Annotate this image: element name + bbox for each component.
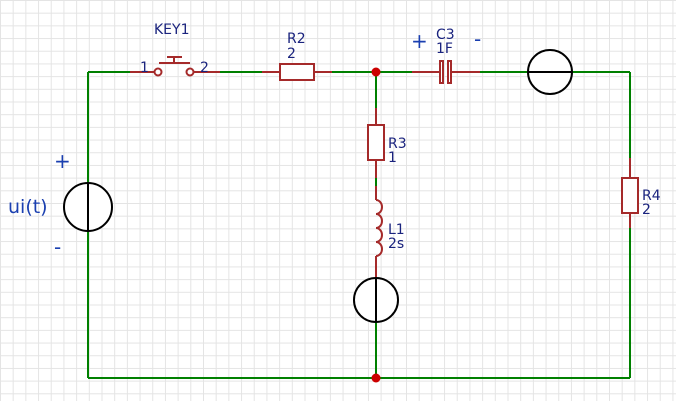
- key1-switch: KEY1 1 2: [130, 22, 220, 77]
- r2-value: 2: [287, 46, 296, 62]
- c3-minus-sign: -: [474, 27, 481, 51]
- r3-value: 1: [388, 150, 397, 166]
- middle-source: [353, 277, 399, 323]
- ui-minus-sign: -: [54, 235, 61, 259]
- r2-label: R2: [287, 31, 306, 47]
- l1-label: L1: [388, 222, 405, 238]
- junction-top: [371, 67, 381, 77]
- top-source: [527, 49, 573, 95]
- r4-resistor: R4 2: [621, 158, 661, 228]
- l1-value: 2s: [388, 236, 404, 252]
- l1-inductor: L1 2s: [375, 186, 405, 278]
- key1-label: KEY1: [154, 22, 190, 38]
- ui-voltage-source: ui(t) + -: [8, 149, 113, 259]
- r4-value: 2: [642, 202, 651, 218]
- r2-resistor: R2 2: [262, 31, 332, 81]
- ui-label: ui(t): [8, 196, 48, 218]
- c3-capacitor: C3 1F + -: [411, 27, 481, 84]
- r3-resistor: R3 1: [367, 108, 407, 178]
- r3-label: R3: [388, 136, 407, 152]
- junction-bottom: [371, 373, 381, 383]
- c3-label: C3: [436, 27, 455, 43]
- key1-pin2-label: 2: [200, 60, 209, 76]
- key1-pin1-label: 1: [140, 60, 149, 76]
- c3-plus-sign: +: [411, 29, 428, 53]
- c3-value: 1F: [436, 41, 453, 57]
- ui-plus-sign: +: [54, 149, 71, 173]
- r4-label: R4: [642, 188, 661, 204]
- wires: [87, 71, 631, 379]
